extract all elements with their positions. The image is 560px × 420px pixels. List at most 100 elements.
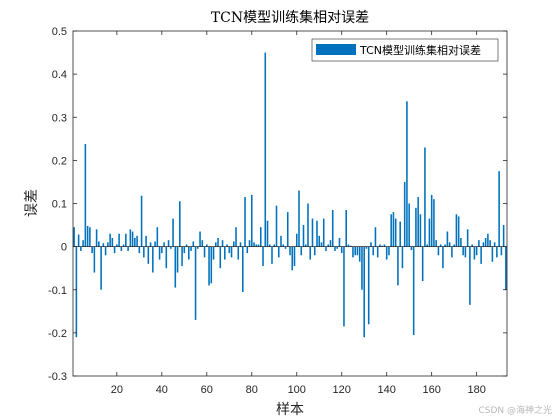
bar bbox=[363, 246, 365, 338]
bar bbox=[129, 229, 132, 247]
bar bbox=[426, 244, 428, 247]
bar bbox=[338, 238, 341, 247]
bar bbox=[325, 246, 327, 251]
bar bbox=[208, 246, 210, 286]
bar bbox=[498, 171, 500, 247]
bar bbox=[154, 241, 156, 247]
bar bbox=[143, 246, 145, 258]
bar bbox=[77, 234, 80, 247]
bar bbox=[455, 214, 458, 247]
bar bbox=[147, 246, 150, 264]
bar bbox=[91, 246, 93, 254]
bar bbox=[104, 246, 107, 256]
bar bbox=[421, 246, 424, 282]
bar bbox=[188, 246, 190, 260]
bar bbox=[367, 246, 370, 325]
bar bbox=[482, 242, 485, 247]
bar bbox=[131, 231, 134, 247]
bar bbox=[439, 244, 442, 247]
plot-frame bbox=[72, 30, 508, 377]
bar bbox=[298, 190, 300, 247]
bar bbox=[163, 242, 165, 247]
bar bbox=[259, 227, 262, 247]
bar bbox=[199, 231, 201, 247]
bar bbox=[487, 233, 489, 247]
bar bbox=[340, 246, 343, 254]
bar bbox=[158, 246, 161, 260]
bar bbox=[246, 246, 249, 254]
y-axis-label: 误差 bbox=[24, 189, 40, 217]
bar bbox=[466, 229, 469, 247]
bar bbox=[313, 246, 316, 256]
bar bbox=[480, 246, 482, 264]
bar bbox=[397, 246, 399, 286]
bar bbox=[230, 246, 233, 258]
bar bbox=[489, 240, 491, 247]
y-tick-label: 0.4 bbox=[52, 69, 67, 81]
bar bbox=[334, 246, 336, 251]
bar bbox=[453, 244, 455, 247]
bar bbox=[80, 246, 82, 251]
bar bbox=[84, 143, 87, 247]
bar bbox=[286, 212, 289, 247]
bar bbox=[185, 244, 188, 247]
bar bbox=[264, 52, 267, 247]
bar bbox=[417, 197, 419, 247]
bar bbox=[250, 194, 253, 247]
bar bbox=[206, 244, 208, 247]
bar bbox=[282, 244, 285, 247]
bar bbox=[203, 246, 206, 258]
x-tick-label: 180 bbox=[467, 384, 485, 396]
bar bbox=[349, 245, 352, 247]
bar bbox=[257, 244, 260, 247]
bar bbox=[435, 240, 437, 247]
bar bbox=[100, 246, 102, 290]
bar bbox=[118, 233, 120, 247]
x-tick-label: 20 bbox=[111, 384, 123, 396]
bar bbox=[244, 197, 246, 247]
bar bbox=[331, 209, 334, 247]
x-tick-label: 40 bbox=[156, 384, 168, 396]
y-tick-label: 0.2 bbox=[52, 155, 67, 167]
bar bbox=[235, 227, 237, 247]
bar bbox=[215, 242, 217, 247]
bar bbox=[248, 240, 251, 247]
bar bbox=[372, 246, 374, 256]
bar bbox=[122, 244, 125, 247]
bar bbox=[401, 246, 404, 269]
bar bbox=[228, 246, 231, 254]
legend-swatch bbox=[316, 44, 356, 55]
bar bbox=[284, 246, 287, 249]
bar bbox=[475, 246, 478, 256]
bar bbox=[190, 246, 192, 251]
bar bbox=[376, 246, 379, 258]
bar bbox=[241, 246, 244, 292]
bar bbox=[116, 244, 118, 247]
bar bbox=[356, 246, 359, 256]
bar bbox=[170, 246, 172, 249]
bar bbox=[451, 246, 453, 258]
bar bbox=[410, 246, 413, 251]
bar bbox=[469, 246, 471, 305]
bar bbox=[322, 218, 325, 247]
bar bbox=[95, 229, 98, 247]
bar bbox=[437, 246, 440, 256]
bar bbox=[390, 214, 392, 247]
legend-box bbox=[311, 38, 499, 62]
x-tick-label: 100 bbox=[288, 384, 306, 396]
y-tick-label: -0.3 bbox=[48, 371, 67, 383]
bar bbox=[484, 238, 487, 247]
x-tick-label: 80 bbox=[246, 384, 258, 396]
bar bbox=[145, 235, 147, 247]
bar bbox=[428, 218, 431, 247]
bar bbox=[138, 246, 141, 254]
bar bbox=[473, 246, 476, 260]
bar bbox=[224, 246, 226, 260]
bar bbox=[194, 246, 197, 320]
bar bbox=[134, 238, 136, 247]
bar bbox=[302, 225, 305, 247]
bar bbox=[221, 240, 224, 247]
bar bbox=[136, 235, 138, 247]
bar bbox=[271, 246, 273, 264]
bar bbox=[161, 246, 163, 254]
